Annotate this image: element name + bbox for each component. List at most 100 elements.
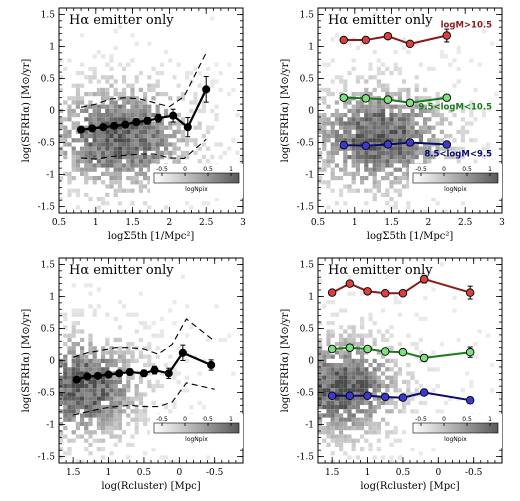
colorbar-tick-label: 0.5 (203, 166, 213, 173)
colorbar-tick-label: 0 (442, 416, 446, 423)
colorbar-tick-label: 0.5 (462, 166, 472, 173)
data-point (380, 347, 390, 356)
data-point (465, 347, 475, 357)
colorbar-label: logNpix (444, 186, 467, 193)
colorbar: -0.5 0 0.5 1 logNpix (409, 414, 502, 448)
panel-sfr-vs-cluster-radius-mass-bins: 1.5 1 0.5 0 -0.5 -1.5 -1 -0.5 0 0.5 1 1.5 log(Rclust… (280, 257, 503, 492)
y-tick-label: -0.5 (297, 389, 315, 399)
x-axis-label: log(Rcluster) [Mpc] (360, 481, 459, 492)
y-tick-label: -1.5 (38, 203, 56, 213)
data-point (77, 125, 86, 134)
x-tick-label: 0.5 (52, 218, 67, 228)
y-tick-label: 0 (308, 107, 314, 117)
y-tick-label: 0 (49, 107, 55, 117)
y-tick-label: 1 (308, 42, 314, 52)
data-point (465, 288, 475, 297)
colorbar-tick-label: -0.5 (156, 166, 168, 173)
data-point (115, 369, 124, 378)
series-1 (73, 318, 216, 358)
colorbar-tick-label: 0 (183, 166, 187, 173)
y-axis-label: log(SFRHα) [M⊙/yr] (280, 59, 291, 163)
y-tick-label: 1.5 (300, 260, 315, 270)
colorbar-label: logNpix (185, 186, 208, 193)
series-2 (327, 388, 475, 405)
colorbar-tick-label: 0.5 (203, 416, 213, 423)
data-point (99, 123, 108, 132)
data-point (383, 95, 393, 104)
data-point (132, 117, 141, 127)
data-point (72, 375, 81, 384)
colorbar-label: logNpix (444, 436, 467, 443)
data-point (361, 141, 371, 150)
data-point (419, 388, 429, 397)
data-point (327, 344, 337, 354)
data-point (363, 287, 372, 296)
data-point (88, 124, 97, 133)
x-tick-label: 0 (435, 468, 441, 478)
series-2: 8.5<logM<9.5 (339, 138, 492, 159)
y-tick-label: 0.5 (300, 324, 315, 334)
percentile-line (80, 52, 207, 108)
data-point (164, 369, 173, 378)
data-point (465, 395, 475, 405)
x-tick-label: 0.5 (396, 468, 411, 478)
y-tick-label: -1 (46, 421, 55, 431)
data-point (339, 140, 349, 150)
y-tick-label: 1 (308, 292, 314, 302)
data-point (405, 98, 415, 108)
colorbar-tick-label: -0.5 (415, 166, 427, 173)
x-axis-label: logΣ5th [1/Mpc²] (108, 231, 195, 242)
data-point (339, 93, 349, 102)
y-tick-label: 0 (49, 357, 55, 367)
x-tick-label: 2.5 (458, 218, 473, 228)
data-point (398, 347, 408, 357)
series-0: logM>10.5 (339, 21, 492, 49)
data-point (442, 93, 452, 102)
x-tick-label: -0.5 (206, 468, 224, 478)
x-tick-label: 2 (426, 218, 432, 228)
panel-title: Hα emitter only (328, 13, 433, 28)
data-point (345, 343, 355, 352)
x-tick-label: 1.5 (125, 218, 140, 228)
data-point (139, 369, 148, 378)
x-tick-label: 1.5 (325, 468, 340, 478)
y-tick-label: -0.5 (38, 139, 56, 149)
data-point (345, 279, 355, 288)
y-tick-label: 1.5 (41, 260, 56, 270)
data-point (202, 85, 211, 94)
colorbar-tick-label: 0 (183, 416, 187, 423)
y-axis-label: log(SFRHα) [M⊙/yr] (21, 59, 32, 163)
data-point (339, 35, 349, 45)
data-point (207, 360, 216, 370)
y-tick-label: -1 (305, 171, 314, 181)
y-tick-label: 0 (308, 357, 314, 367)
data-point (143, 116, 152, 125)
data-point (405, 39, 415, 49)
data-point (398, 288, 408, 298)
x-tick-label: 2 (167, 218, 173, 228)
data-point (405, 138, 415, 147)
x-tick-label: 2.5 (199, 218, 214, 228)
colorbar-tick-label: -0.5 (156, 416, 168, 423)
x-tick-label: 1 (93, 218, 99, 228)
series-0 (77, 76, 211, 138)
data-point (345, 391, 355, 400)
x-axis-label: log(Rcluster) [Mpc] (101, 481, 200, 492)
x-tick-label: 0.5 (311, 218, 326, 228)
series-1: 9.5<logM<10.5 (339, 93, 492, 113)
y-axis-label: log(SFRHα) [M⊙/yr] (21, 309, 32, 413)
data-point (150, 366, 159, 375)
data-point (327, 391, 337, 400)
panel-sfr-vs-cluster-radius: 1.5 1 0.5 0 -0.5 -1.5 -1 -0.5 0 0.5 1 1.5 log(Rclust… (21, 257, 244, 492)
series-0 (72, 344, 216, 384)
series-1 (327, 343, 475, 363)
data-point (363, 391, 372, 400)
x-axis-label: logΣ5th [1/Mpc²] (367, 231, 454, 242)
y-tick-label: -1.5 (38, 453, 56, 463)
data-point (361, 35, 371, 45)
axis-ticks (58, 8, 244, 214)
data-point (125, 367, 134, 377)
panel-title: Hα emitter only (328, 263, 433, 278)
colorbar-tick-label: 1 (229, 166, 233, 173)
y-tick-label: 0.5 (300, 74, 315, 84)
